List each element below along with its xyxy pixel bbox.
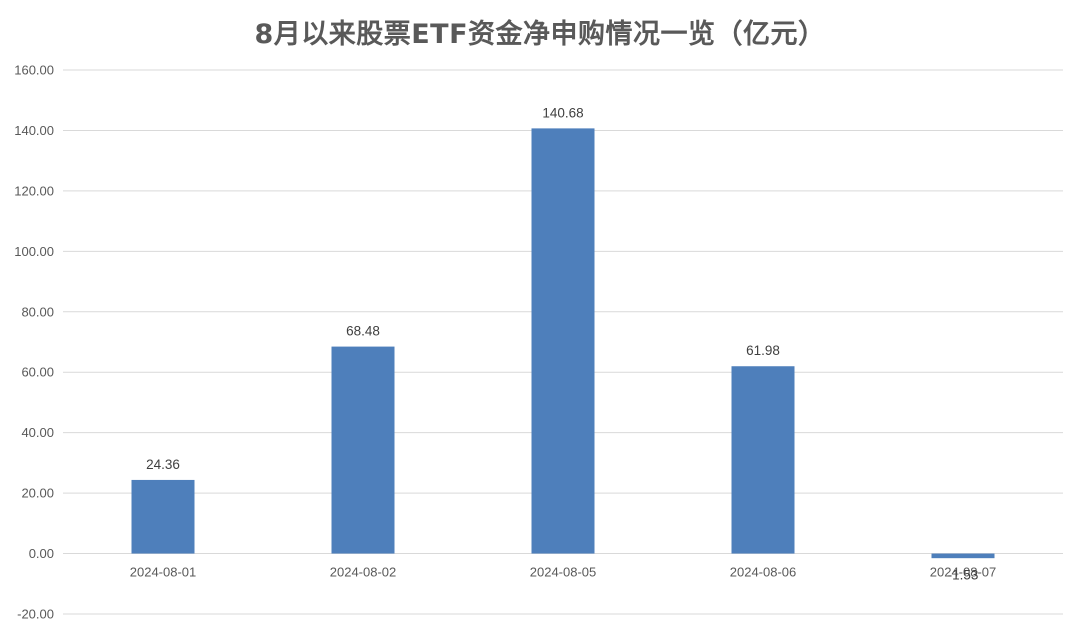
- data-labels: 24.36 68.48 140.68 61.98 -1.53: [146, 105, 978, 582]
- x-tick-label: 2024-08-07: [930, 565, 997, 580]
- bar-2024-08-02: [331, 346, 395, 554]
- chart-title: 8月以来股票ETF资金净申购情况一览（亿元）: [254, 19, 826, 50]
- data-label: 24.36: [146, 457, 180, 472]
- x-tick-label: 2024-08-01: [130, 565, 197, 580]
- data-label: -1.53: [948, 568, 979, 583]
- x-tick-label: 2024-08-02: [330, 565, 397, 580]
- y-tick-label: 100.00: [14, 244, 54, 259]
- y-tick-label: 80.00: [21, 304, 54, 319]
- y-tick-label: 140.00: [14, 123, 54, 138]
- data-label: 140.68: [542, 105, 583, 120]
- y-tick-label: 20.00: [21, 486, 54, 501]
- x-tick-label: 2024-08-05: [530, 565, 597, 580]
- bar-2024-08-07: [931, 553, 995, 559]
- bar-2024-08-06: [731, 366, 795, 554]
- y-tick-label: 60.00: [21, 365, 54, 380]
- bars: [131, 128, 995, 559]
- data-label: 68.48: [346, 324, 380, 339]
- data-label: 61.98: [746, 343, 780, 358]
- y-tick-label: 120.00: [14, 183, 54, 198]
- x-axis: 2024-08-01 2024-08-02 2024-08-05 2024-08-06…: [130, 565, 997, 580]
- y-tick-label: 160.00: [14, 63, 54, 78]
- y-tick-label: 0.00: [29, 546, 54, 561]
- y-axis: -20.00 0.00 20.00 40.00 60.00 80.00 100.00 120.…: [14, 63, 54, 622]
- y-tick-label: -20.00: [17, 607, 54, 622]
- bar-2024-08-05: [531, 128, 595, 554]
- bar-2024-08-01: [131, 479, 195, 554]
- x-tick-label: 2024-08-06: [730, 565, 797, 580]
- y-tick-label: 40.00: [21, 425, 54, 440]
